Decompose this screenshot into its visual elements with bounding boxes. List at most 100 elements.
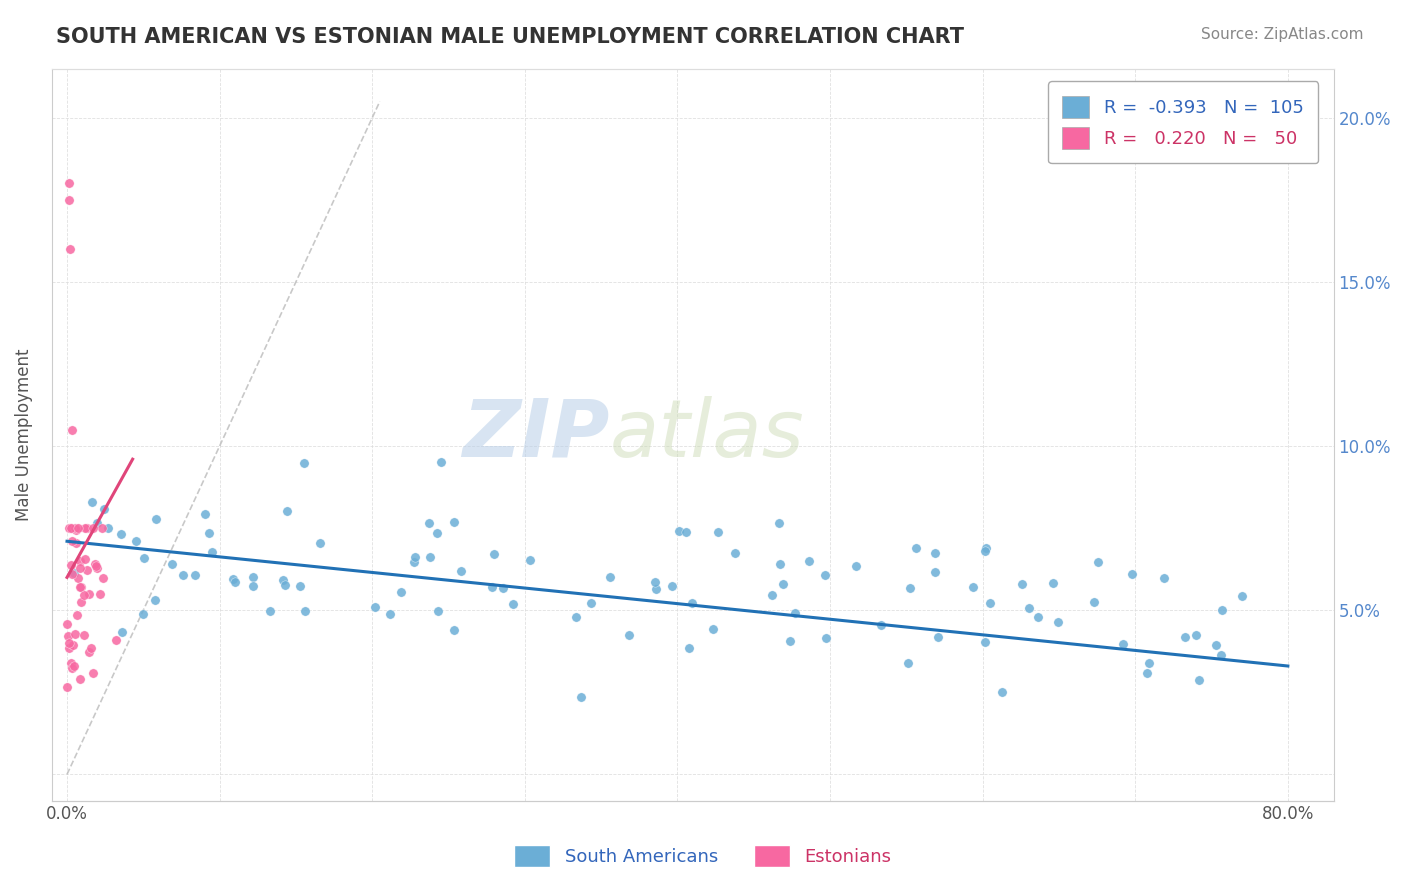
Point — [1230, 590, 1253, 604]
Point — [242, 570, 264, 584]
Point — [69, 580, 91, 594]
Point — [79, 587, 101, 601]
Point — [73, 588, 96, 602]
Text: Source: ZipAtlas.com: Source: ZipAtlas.com — [1201, 27, 1364, 42]
Point — [785, 606, 807, 620]
Point — [59, 242, 82, 256]
Point — [814, 631, 837, 645]
Point — [897, 656, 920, 670]
Point — [645, 582, 668, 596]
Point — [222, 572, 245, 586]
Point — [1042, 575, 1064, 590]
Point — [579, 596, 602, 610]
Point — [402, 555, 425, 569]
Point — [60, 423, 83, 437]
Legend: South Americans, Estonians: South Americans, Estonians — [508, 838, 898, 874]
Point — [1137, 656, 1160, 670]
Point — [134, 551, 156, 566]
Point — [924, 546, 946, 560]
Point — [1018, 600, 1040, 615]
Point — [58, 640, 80, 655]
Point — [69, 560, 91, 574]
Point — [707, 525, 730, 540]
Point — [62, 566, 84, 580]
Text: ZIP: ZIP — [463, 395, 609, 474]
Point — [797, 554, 820, 568]
Point — [1046, 615, 1069, 630]
Point — [172, 568, 194, 582]
Point — [308, 536, 330, 550]
Point — [60, 521, 83, 535]
Point — [1205, 638, 1227, 652]
Point — [430, 455, 453, 469]
Point — [1087, 556, 1109, 570]
Point — [67, 571, 90, 585]
Point — [65, 523, 87, 537]
Point — [1112, 637, 1135, 651]
Point — [76, 563, 98, 577]
Point — [80, 495, 103, 509]
Point — [73, 628, 96, 642]
Point — [143, 592, 166, 607]
Point — [845, 559, 868, 574]
Point — [194, 507, 217, 521]
Point — [60, 661, 83, 675]
Point — [502, 597, 524, 611]
Point — [82, 521, 104, 535]
Point — [59, 558, 82, 572]
Point — [870, 617, 893, 632]
Point — [1211, 603, 1233, 617]
Point — [979, 596, 1001, 610]
Point — [77, 645, 100, 659]
Point — [482, 547, 505, 561]
Point — [276, 504, 298, 518]
Point — [56, 680, 79, 694]
Point — [82, 666, 104, 681]
Point — [1174, 630, 1197, 644]
Point — [898, 582, 921, 596]
Point — [224, 575, 246, 590]
Point — [59, 521, 82, 535]
Point — [76, 521, 98, 535]
Point — [201, 544, 224, 558]
Point — [702, 622, 724, 636]
Point — [89, 586, 111, 600]
Point — [294, 603, 316, 617]
Point — [259, 604, 281, 618]
Point — [768, 557, 790, 571]
Point — [56, 617, 79, 632]
Point — [1136, 666, 1159, 681]
Point — [145, 512, 167, 526]
Point — [974, 543, 997, 558]
Point — [63, 659, 86, 673]
Point — [69, 553, 91, 567]
Point — [644, 575, 666, 590]
Point — [1211, 648, 1233, 662]
Point — [681, 596, 703, 610]
Point — [492, 581, 515, 595]
Point — [91, 521, 114, 535]
Point — [678, 641, 700, 656]
Point — [1011, 577, 1033, 591]
Point — [73, 551, 96, 566]
Point — [93, 502, 115, 516]
Point — [67, 521, 90, 535]
Point — [198, 526, 221, 541]
Point — [84, 557, 107, 571]
Point — [73, 521, 96, 535]
Point — [990, 685, 1012, 699]
Point — [419, 549, 441, 564]
Point — [69, 672, 91, 686]
Point — [668, 524, 690, 538]
Y-axis label: Male Unemployment: Male Unemployment — [15, 348, 32, 521]
Point — [565, 610, 588, 624]
Point — [242, 579, 264, 593]
Point — [661, 578, 683, 592]
Text: SOUTH AMERICAN VS ESTONIAN MALE UNEMPLOYMENT CORRELATION CHART: SOUTH AMERICAN VS ESTONIAN MALE UNEMPLOY… — [56, 27, 965, 46]
Point — [1185, 628, 1208, 642]
Point — [599, 570, 621, 584]
Point — [58, 521, 80, 535]
Point — [65, 536, 87, 550]
Point — [63, 521, 86, 535]
Point — [974, 541, 997, 555]
